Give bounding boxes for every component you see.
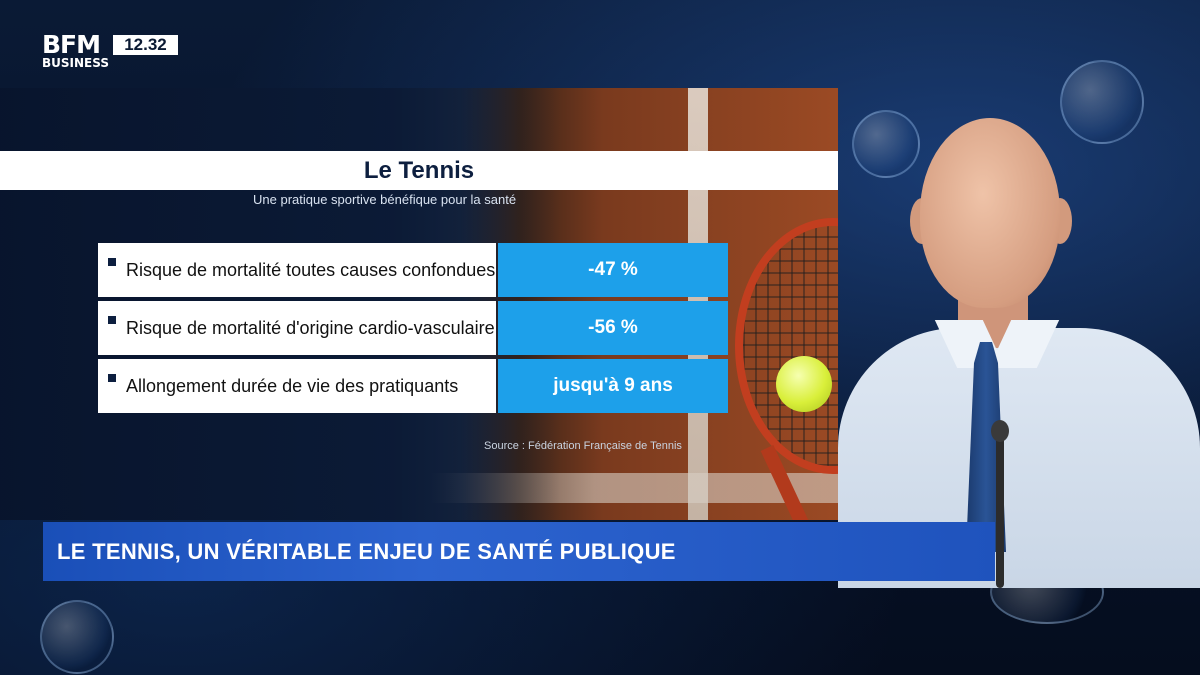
clock-badge: 12.32	[113, 35, 178, 55]
logo-business-text: BUSINESS	[42, 56, 109, 70]
source-note: Source : Fédération Française de Tennis	[484, 440, 682, 452]
presenter-video	[838, 88, 1200, 588]
stat-value: -56 %	[498, 301, 728, 355]
decor-bubble	[1060, 60, 1144, 144]
lower-third-banner: LE TENNIS, UN VÉRITABLE ENJEU DE SANTÉ P…	[43, 522, 995, 581]
tennis-ball-image	[776, 356, 832, 412]
infographic-panel: Le Tennis Une pratique sportive bénéfiqu…	[0, 88, 838, 520]
stat-row: Allongement durée de vie des pratiquants…	[98, 359, 728, 413]
square-bullet-icon	[108, 258, 116, 266]
stat-row: Risque de mortalité d'origine cardio-vas…	[98, 301, 728, 355]
stat-value: jusqu'à 9 ans	[498, 359, 728, 413]
square-bullet-icon	[108, 316, 116, 324]
logo-bfm-text: BFM	[42, 30, 101, 59]
stat-label: Risque de mortalité toutes causes confon…	[126, 260, 496, 280]
tennis-racket-image	[735, 218, 838, 474]
graphic-title-bar: Le Tennis	[0, 151, 838, 190]
lower-third-headline: LE TENNIS, UN VÉRITABLE ENJEU DE SANTÉ P…	[57, 538, 676, 564]
graphic-title: Le Tennis	[363, 156, 475, 184]
microphone-stand	[996, 428, 1004, 588]
stat-label-cell: Allongement durée de vie des pratiquants	[98, 359, 496, 413]
channel-logo: BFM BUSINESS	[42, 30, 109, 70]
stat-label-cell: Risque de mortalité toutes causes confon…	[98, 243, 496, 297]
stat-label: Allongement durée de vie des pratiquants	[126, 376, 459, 396]
decor-bubble	[852, 110, 920, 178]
stat-row: Risque de mortalité toutes causes confon…	[98, 243, 728, 297]
stat-label: Risque de mortalité d'origine cardio-vas…	[126, 318, 495, 338]
presenter-head	[920, 118, 1060, 308]
decor-bubble	[40, 600, 114, 674]
microphone-icon	[991, 420, 1009, 442]
stat-label-cell: Risque de mortalité d'origine cardio-vas…	[98, 301, 496, 355]
stat-value: -47 %	[498, 243, 728, 297]
graphic-subtitle: Une pratique sportive bénéfique pour la …	[253, 192, 517, 207]
square-bullet-icon	[108, 374, 116, 382]
